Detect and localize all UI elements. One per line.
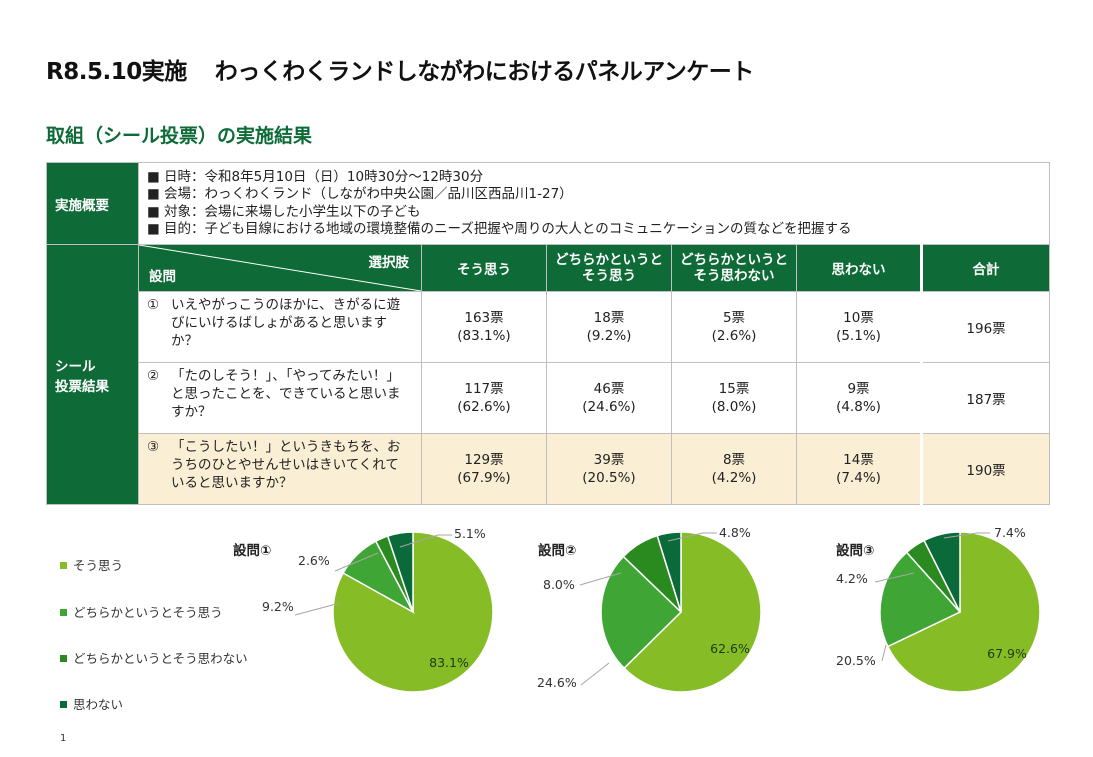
pie-data-label: 20.5%	[836, 653, 876, 668]
pie-data-label: 8.0%	[543, 577, 575, 592]
column-header-agree: そう思う	[421, 244, 547, 292]
header-row: シール 投票結果 選択肢 設問 そう思う どちらかというと そう思う どちらかとい…	[46, 244, 1051, 505]
pie-data-label: 24.6%	[537, 675, 577, 690]
table-row: ② 「たのしそう！」、「やってみたい！」と思ったことを、できていると思いますか？ …	[47, 362, 1051, 434]
cell-q2-somewhat-disagree: 15票 (8.0%)	[671, 362, 797, 434]
results-side-label: シール 投票結果	[46, 244, 139, 505]
overview-datetime: ■ 日時：令和8年5月10日（日）10時30分～12時30分	[147, 168, 484, 185]
cell-q1-somewhat-disagree: 5票 (2.6%)	[671, 291, 797, 363]
question-2: ② 「たのしそう！」、「やってみたい！」と思ったことを、できていると思いますか？	[138, 362, 422, 434]
cell-q2-agree: 117票 (62.6%)	[421, 362, 547, 434]
legend-item: どちらかというとそう思わない	[60, 648, 248, 667]
pie-data-label: 5.1%	[454, 526, 486, 541]
legend-label: 思わない	[73, 697, 124, 712]
pie-chart-1: 設問① 83.1% 9.2% 2.6% 5.1%	[233, 526, 494, 693]
pie-data-label: 67.9%	[987, 646, 1027, 661]
pie-data-label: 62.6%	[710, 641, 750, 656]
pie-title: 設問②	[538, 542, 576, 559]
page-number: 1	[60, 733, 67, 744]
callout-line	[580, 662, 610, 686]
overview-content: ■ 日時：令和8年5月10日（日）10時30分～12時30分 ■ 会場：わっくわ…	[137, 162, 1051, 245]
legend-swatch	[60, 701, 67, 708]
cell-q2-disagree: 9票 (4.8%)	[796, 362, 922, 434]
pie-charts: 設問① 83.1% 9.2% 2.6% 5.1% 設問② 62.6% 24.6% 8.0% 4.8…	[233, 525, 1041, 693]
callout-line	[399, 534, 452, 548]
cell-q2-somewhat-agree: 46票 (24.6%)	[546, 362, 672, 434]
legend-swatch	[60, 655, 67, 662]
title-main: わっくわくランドしながわにおけるパネルアンケート	[214, 59, 755, 85]
overview-purpose: ■ 目的：子ども目線における地域の環境整備のニーズ把握や周りの大人とのコミュニケ…	[147, 221, 852, 237]
title-date: R8.5.10実施	[46, 59, 187, 85]
cell-q1-total: 196票	[919, 291, 1051, 363]
legend-swatch	[60, 562, 67, 569]
overview-venue: ■ 会場：わっくわくランド（しながわ中央公園／品川区西品川1-27）	[147, 186, 573, 202]
legend-label: どちらかというとそう思う	[73, 605, 223, 620]
overview-target: ■ 対象：会場に来場した小学生以下の子ども	[147, 203, 421, 220]
question-1: ① いえやがっこうのほかに、きがるに遊びにいけるばしょがあると思いますか？	[138, 291, 422, 363]
pie-slice	[923, 531, 961, 613]
pie-slice	[600, 555, 683, 670]
pie-data-label: 4.8%	[719, 525, 751, 540]
callout-line	[881, 644, 887, 662]
legend-label: どちらかというとそう思わない	[73, 651, 248, 666]
cell-q1-somewhat-agree: 18票 (9.2%)	[546, 291, 672, 363]
legend-item: どちらかというとそう思う	[60, 602, 223, 621]
column-header-disagree: 思わない	[796, 244, 922, 292]
callout-line	[294, 602, 341, 616]
legend-item: そう思う	[60, 555, 123, 574]
pie-data-label: 83.1%	[429, 655, 469, 670]
pie-slice	[886, 531, 1041, 693]
corner-diagonal-line	[139, 245, 421, 291]
results-table: 実施概要 ■ 日時：令和8年5月10日（日）10時30分～12時30分 ■ 会場…	[46, 162, 1051, 505]
cell-q3-disagree: 14票 (7.4%)	[796, 433, 922, 505]
pie-data-label: 7.4%	[994, 525, 1026, 540]
corner-question-label: 設問	[149, 269, 176, 285]
question-3: ③ 「こうしたい！」というきもちを、おうちのひとやせんせいはきいてくれていると思い…	[138, 433, 422, 505]
pie-data-label: 4.2%	[836, 571, 868, 586]
cell-q3-somewhat-agree: 39票 (20.5%)	[546, 433, 672, 505]
pie-chart-2: 設問② 62.6% 24.6% 8.0% 4.8%	[537, 525, 762, 693]
column-header-somewhat-agree: どちらかというと そう思う	[546, 244, 672, 292]
column-header-somewhat-disagree: どちらかというと そう思わない	[671, 244, 797, 292]
cell-q3-total: 190票	[919, 433, 1051, 505]
pie-slice	[656, 531, 682, 613]
section-subtitle: 取組（シール投票）の実施結果	[46, 125, 313, 147]
cell-q2-total: 187票	[919, 362, 1051, 434]
legend-label: そう思う	[73, 558, 124, 573]
table-row: ① いえやがっこうのほかに、きがるに遊びにいけるばしょがあると思いますか？ 163…	[47, 291, 1051, 363]
callout-line	[943, 532, 990, 539]
column-header-total: 合計	[919, 244, 1051, 292]
callout-line	[334, 552, 379, 572]
legend-swatch	[60, 609, 67, 616]
page-title: R8.5.10実施 わっくわくランドしながわにおけるパネルアンケート	[46, 52, 754, 86]
overview-label: 実施概要	[46, 162, 139, 245]
callout-line	[579, 572, 622, 586]
corner-header: 選択肢 設問	[138, 244, 422, 292]
cell-q3-somewhat-disagree: 8票 (4.2%)	[671, 433, 797, 505]
overview-row: 実施概要 ■ 日時：令和8年5月10日（日）10時30分～12時30分 ■ 会場…	[46, 162, 1051, 245]
pie-title: 設問③	[836, 542, 874, 559]
pie-slice	[386, 531, 414, 613]
cell-q3-agree: 129票 (67.9%)	[421, 433, 547, 505]
callout-line	[874, 572, 915, 583]
pie-title: 設問①	[233, 542, 271, 559]
side-label-line1: シール	[55, 358, 96, 375]
callout-line	[667, 532, 717, 542]
cell-q1-disagree: 10票 (5.1%)	[796, 291, 922, 363]
pie-data-label: 2.6%	[298, 553, 330, 568]
pie-chart-3: 設問③ 67.9% 20.5% 4.2% 7.4%	[836, 525, 1041, 693]
table-row: ③ 「こうしたい！」というきもちを、おうちのひとやせんせいはきいてくれていると思い…	[47, 433, 1051, 505]
legend-item: 思わない	[60, 694, 123, 713]
pie-slice	[623, 531, 762, 693]
side-label-line2: 投票結果	[55, 378, 109, 395]
corner-choices-label: 選択肢	[368, 255, 410, 271]
cell-q1-agree: 163票 (83.1%)	[421, 291, 547, 363]
pie-data-label: 9.2%	[262, 599, 294, 614]
